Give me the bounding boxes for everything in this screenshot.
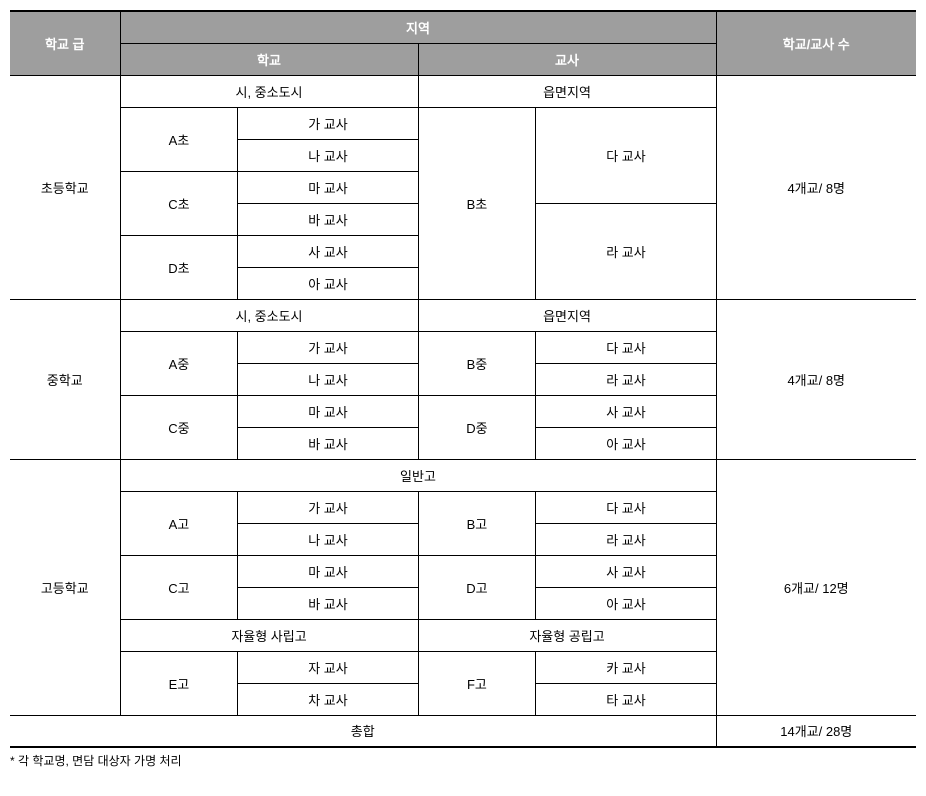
mid-d-t2: 아 교사 bbox=[536, 427, 716, 459]
school-summary-table: 학교 급 지역 학교/교사 수 학교 교사 초등학교 시, 중소도시 읍면지역 … bbox=[10, 10, 916, 748]
total-label: 총합 bbox=[10, 715, 716, 747]
header-count: 학교/교사 수 bbox=[716, 11, 916, 75]
elem-d-school: D초 bbox=[120, 235, 238, 299]
high-type3: 자율형 공립고 bbox=[418, 619, 716, 651]
elem-b-school: B초 bbox=[418, 107, 536, 299]
header-school: 학교 bbox=[120, 43, 418, 75]
high-b-t1: 다 교사 bbox=[536, 491, 716, 523]
high-e-t1: 자 교사 bbox=[238, 651, 418, 683]
elem-d-t1: 사 교사 bbox=[238, 235, 418, 267]
high-type1: 일반고 bbox=[120, 459, 716, 491]
header-school-level: 학교 급 bbox=[10, 11, 120, 75]
mid-region1: 시, 중소도시 bbox=[120, 299, 418, 331]
elem-b-t2: 라 교사 bbox=[536, 203, 716, 299]
elem-b-t1: 다 교사 bbox=[536, 107, 716, 203]
high-c-school: C고 bbox=[120, 555, 238, 619]
elem-d-t2: 아 교사 bbox=[238, 267, 418, 299]
mid-c-t1: 마 교사 bbox=[238, 395, 418, 427]
elem-c-t1: 마 교사 bbox=[238, 171, 418, 203]
mid-a-t2: 나 교사 bbox=[238, 363, 418, 395]
mid-a-school: A중 bbox=[120, 331, 238, 395]
high-b-t2: 라 교사 bbox=[536, 523, 716, 555]
high-c-t1: 마 교사 bbox=[238, 555, 418, 587]
elem-a-school: A초 bbox=[120, 107, 238, 171]
mid-d-school: D중 bbox=[418, 395, 536, 459]
elem-c-t2: 바 교사 bbox=[238, 203, 418, 235]
footnote: * 각 학교명, 면담 대상자 가명 처리 bbox=[10, 752, 916, 769]
high-d-t2: 아 교사 bbox=[536, 587, 716, 619]
header-region: 지역 bbox=[120, 11, 716, 43]
elem-a-t1: 가 교사 bbox=[238, 107, 418, 139]
header-teacher: 교사 bbox=[418, 43, 716, 75]
mid-count: 4개교/ 8명 bbox=[716, 299, 916, 459]
mid-c-t2: 바 교사 bbox=[238, 427, 418, 459]
high-type2: 자율형 사립고 bbox=[120, 619, 418, 651]
high-a-school: A고 bbox=[120, 491, 238, 555]
high-f-school: F고 bbox=[418, 651, 536, 715]
high-e-school: E고 bbox=[120, 651, 238, 715]
total-count: 14개교/ 28명 bbox=[716, 715, 916, 747]
mid-c-school: C중 bbox=[120, 395, 238, 459]
elem-level: 초등학교 bbox=[10, 75, 120, 299]
mid-b-t1: 다 교사 bbox=[536, 331, 716, 363]
mid-d-t1: 사 교사 bbox=[536, 395, 716, 427]
high-e-t2: 차 교사 bbox=[238, 683, 418, 715]
high-f-t2: 타 교사 bbox=[536, 683, 716, 715]
high-f-t1: 카 교사 bbox=[536, 651, 716, 683]
mid-a-t1: 가 교사 bbox=[238, 331, 418, 363]
mid-b-school: B중 bbox=[418, 331, 536, 395]
mid-level: 중학교 bbox=[10, 299, 120, 459]
high-c-t2: 바 교사 bbox=[238, 587, 418, 619]
high-b-school: B고 bbox=[418, 491, 536, 555]
mid-b-t2: 라 교사 bbox=[536, 363, 716, 395]
elem-count: 4개교/ 8명 bbox=[716, 75, 916, 299]
mid-region2: 읍면지역 bbox=[418, 299, 716, 331]
elem-region2: 읍면지역 bbox=[418, 75, 716, 107]
elem-c-school: C초 bbox=[120, 171, 238, 235]
high-d-t1: 사 교사 bbox=[536, 555, 716, 587]
high-level: 고등학교 bbox=[10, 459, 120, 715]
high-count: 6개교/ 12명 bbox=[716, 459, 916, 715]
high-d-school: D고 bbox=[418, 555, 536, 619]
high-a-t1: 가 교사 bbox=[238, 491, 418, 523]
high-a-t2: 나 교사 bbox=[238, 523, 418, 555]
elem-region1: 시, 중소도시 bbox=[120, 75, 418, 107]
elem-a-t2: 나 교사 bbox=[238, 139, 418, 171]
